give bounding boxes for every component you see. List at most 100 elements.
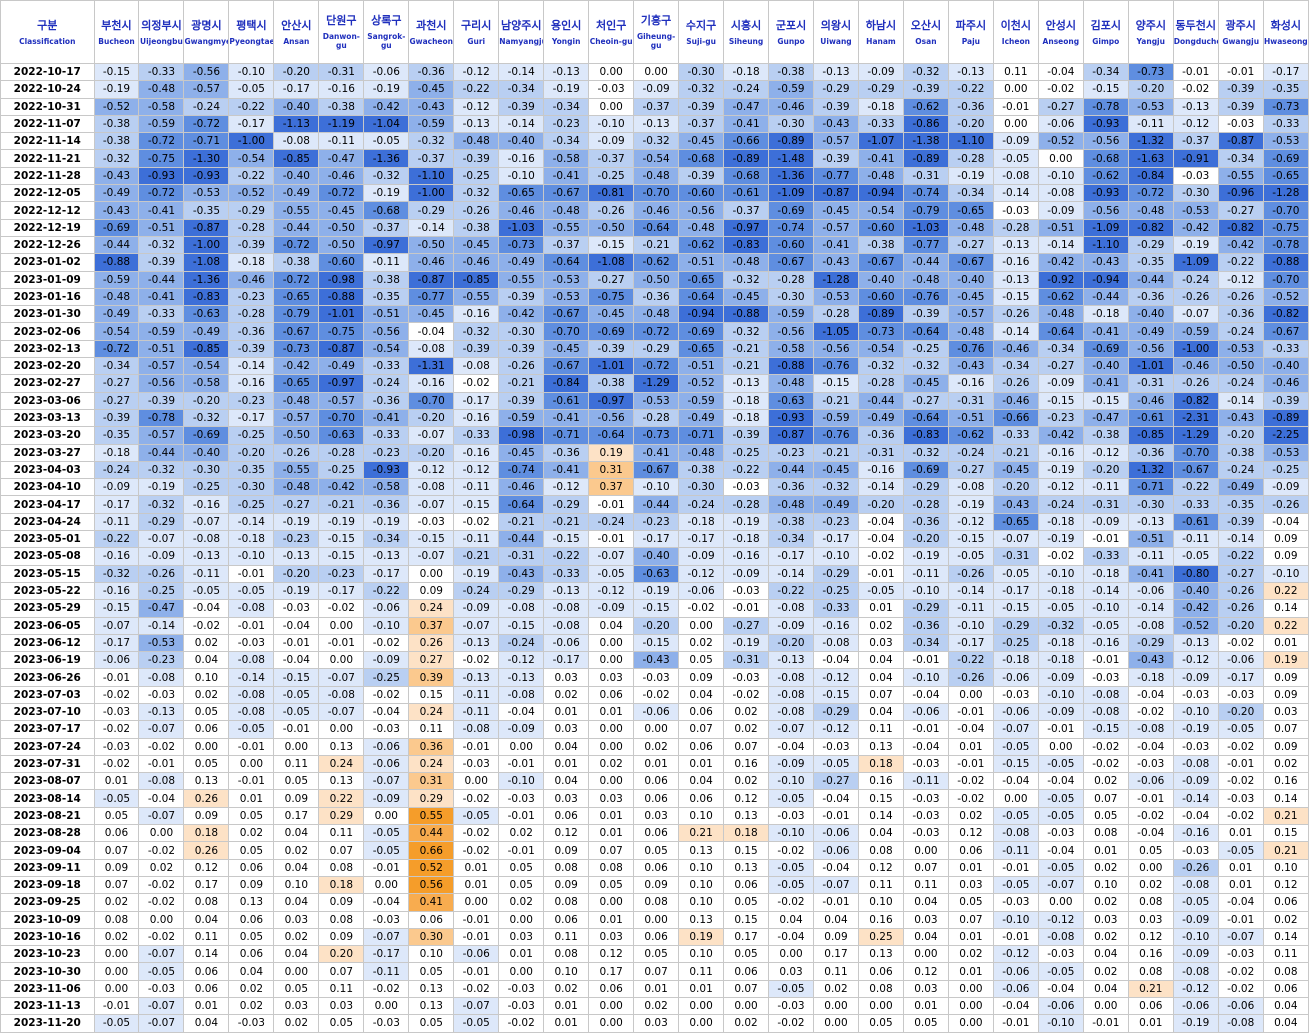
heatmap-cell: -0.76	[813, 357, 859, 376]
heatmap-cell: -0.05	[1082, 616, 1129, 635]
heatmap-cell: -0.39	[498, 97, 545, 116]
heatmap-cell: 0.08	[857, 979, 904, 999]
heatmap-cell: 0.06	[588, 979, 635, 999]
heatmap-cell: -0.16	[183, 495, 230, 514]
heatmap-cell: -0.16	[723, 547, 770, 566]
heatmap-cell: -0.02	[1217, 737, 1264, 756]
row-date-label: 2023-08-21	[0, 806, 95, 826]
heatmap-cell: -0.80	[1172, 564, 1219, 583]
table-row: 2022-11-07 -0.38 -0.59 -0.72 -0.17 -1.13 -1.19…	[0, 114, 1309, 134]
heatmap-cell: 0.19	[678, 927, 725, 947]
heatmap-cell: -0.69	[93, 218, 140, 237]
heatmap-cell: -0.22	[947, 80, 994, 99]
column-label-en: Gwangmyeong	[184, 36, 228, 46]
heatmap-cell: -0.27	[273, 495, 320, 514]
heatmap-cell: -0.61	[1127, 408, 1174, 428]
heatmap-cell: 0.00	[678, 616, 725, 635]
heatmap-cell: -0.18	[857, 97, 904, 116]
heatmap-cell: -0.57	[273, 408, 320, 428]
heatmap-cell: -0.24	[1217, 374, 1264, 393]
heatmap-cell: -0.36	[363, 391, 410, 410]
column-header: 구리시 Guri	[453, 0, 500, 64]
heatmap-cell: -0.43	[408, 97, 455, 116]
heatmap-cell: -0.01	[902, 651, 949, 670]
heatmap-cell: 0.11	[902, 875, 949, 895]
column-label-en: Osan	[915, 36, 937, 46]
heatmap-cell: -0.27	[1217, 564, 1264, 583]
heatmap-cell: 0.06	[408, 910, 455, 929]
heatmap-cell: -0.02	[678, 599, 725, 618]
heatmap-cell: -0.53	[543, 270, 590, 289]
heatmap-cell: -0.78	[1262, 235, 1309, 255]
heatmap-cell: 0.09	[318, 927, 365, 947]
heatmap-cell: 0.16	[1127, 945, 1174, 964]
heatmap-cell: 0.21	[1262, 806, 1309, 826]
heatmap-cell: -0.50	[273, 426, 320, 445]
heatmap-cell: -0.06	[813, 841, 859, 860]
heatmap-cell: -0.05	[1037, 962, 1084, 981]
heatmap-cell: -0.09	[768, 616, 814, 635]
heatmap-cell: -0.06	[1037, 997, 1084, 1016]
heatmap-cell: 0.00	[363, 997, 410, 1016]
heatmap-cell: 0.01	[453, 875, 500, 895]
heatmap-cell: 0.03	[588, 789, 635, 808]
row-date-label: 2023-07-31	[0, 754, 95, 774]
heatmap-cell: -0.01	[947, 754, 994, 774]
heatmap-cell: 0.10	[678, 945, 725, 964]
heatmap-cell: 0.01	[902, 997, 949, 1016]
heatmap-cell: -0.08	[228, 599, 275, 618]
heatmap-cell: -0.48	[453, 132, 500, 151]
heatmap-cell: -0.26	[1172, 858, 1219, 877]
heatmap-cell: -0.27	[813, 772, 859, 791]
heatmap-cell: -0.39	[1262, 391, 1309, 410]
heatmap-cell: -0.19	[318, 512, 365, 532]
heatmap-cell: -0.51	[138, 339, 185, 359]
heatmap-cell: -0.02	[947, 789, 994, 808]
table-row: 2022-10-17 -0.15 -0.33 -0.56 -0.10 -0.20 -0.31…	[0, 62, 1309, 82]
heatmap-cell: -0.32	[408, 132, 455, 151]
heatmap-cell: -0.26	[1217, 599, 1264, 618]
row-date-label: 2023-10-23	[0, 945, 95, 964]
heatmap-cell: -0.36	[633, 287, 680, 307]
heatmap-cell: 0.01	[1217, 858, 1264, 877]
heatmap-cell: -0.09	[498, 720, 545, 739]
column-label-ko: 의정부시	[141, 18, 182, 32]
heatmap-cell: -0.41	[543, 460, 590, 480]
heatmap-cell: 0.03	[947, 875, 994, 895]
heatmap-cell: 0.02	[723, 772, 770, 791]
heatmap-cell: -0.21	[633, 235, 680, 255]
heatmap-cell: -0.75	[318, 322, 365, 341]
row-date-label: 2023-04-24	[0, 512, 95, 532]
heatmap-cell: -0.06	[1127, 581, 1174, 601]
row-date-label: 2023-03-20	[0, 426, 95, 445]
heatmap-cell: -0.41	[1082, 322, 1129, 341]
heatmap-cell: 0.03	[633, 1014, 680, 1033]
heatmap-cell: -0.33	[138, 305, 185, 324]
table-row: 2023-03-13 -0.39 -0.78 -0.32 -0.17 -0.57 -0.70…	[0, 408, 1309, 428]
heatmap-cell: 0.36	[408, 737, 455, 756]
heatmap-cell: -0.01	[813, 893, 859, 912]
heatmap-cell: -0.41	[1082, 374, 1129, 393]
heatmap-cell: -0.04	[273, 651, 320, 670]
row-date-label: 2023-07-17	[0, 720, 95, 739]
heatmap-cell: -0.29	[138, 512, 185, 532]
column-header: 군포시 Gunpo	[768, 0, 814, 64]
heatmap-cell: -0.43	[813, 114, 859, 134]
heatmap-cell: -0.13	[992, 270, 1039, 289]
heatmap-cell: -0.89	[1262, 408, 1309, 428]
heatmap-cell: -0.42	[498, 305, 545, 324]
heatmap-cell: -0.07	[588, 547, 635, 566]
column-label-ko: 이천시	[1000, 18, 1032, 32]
heatmap-cell: -0.72	[273, 270, 320, 289]
heatmap-cell: -0.35	[93, 426, 140, 445]
heatmap-cell: -0.23	[543, 114, 590, 134]
heatmap-cell: -0.03	[228, 633, 275, 653]
heatmap-cell: -0.97	[318, 374, 365, 393]
heatmap-cell: 0.00	[633, 910, 680, 929]
heatmap-cell: 0.22	[318, 789, 365, 808]
heatmap-cell: -0.21	[453, 547, 500, 566]
table-row: 2023-10-09 0.08 0.00 0.04 0.06 0.03 0.08 -0.03 0…	[0, 910, 1309, 929]
row-date-label: 2023-10-30	[0, 962, 95, 981]
heatmap-cell: -0.02	[453, 841, 500, 860]
heatmap-cell: -0.02	[453, 512, 500, 532]
